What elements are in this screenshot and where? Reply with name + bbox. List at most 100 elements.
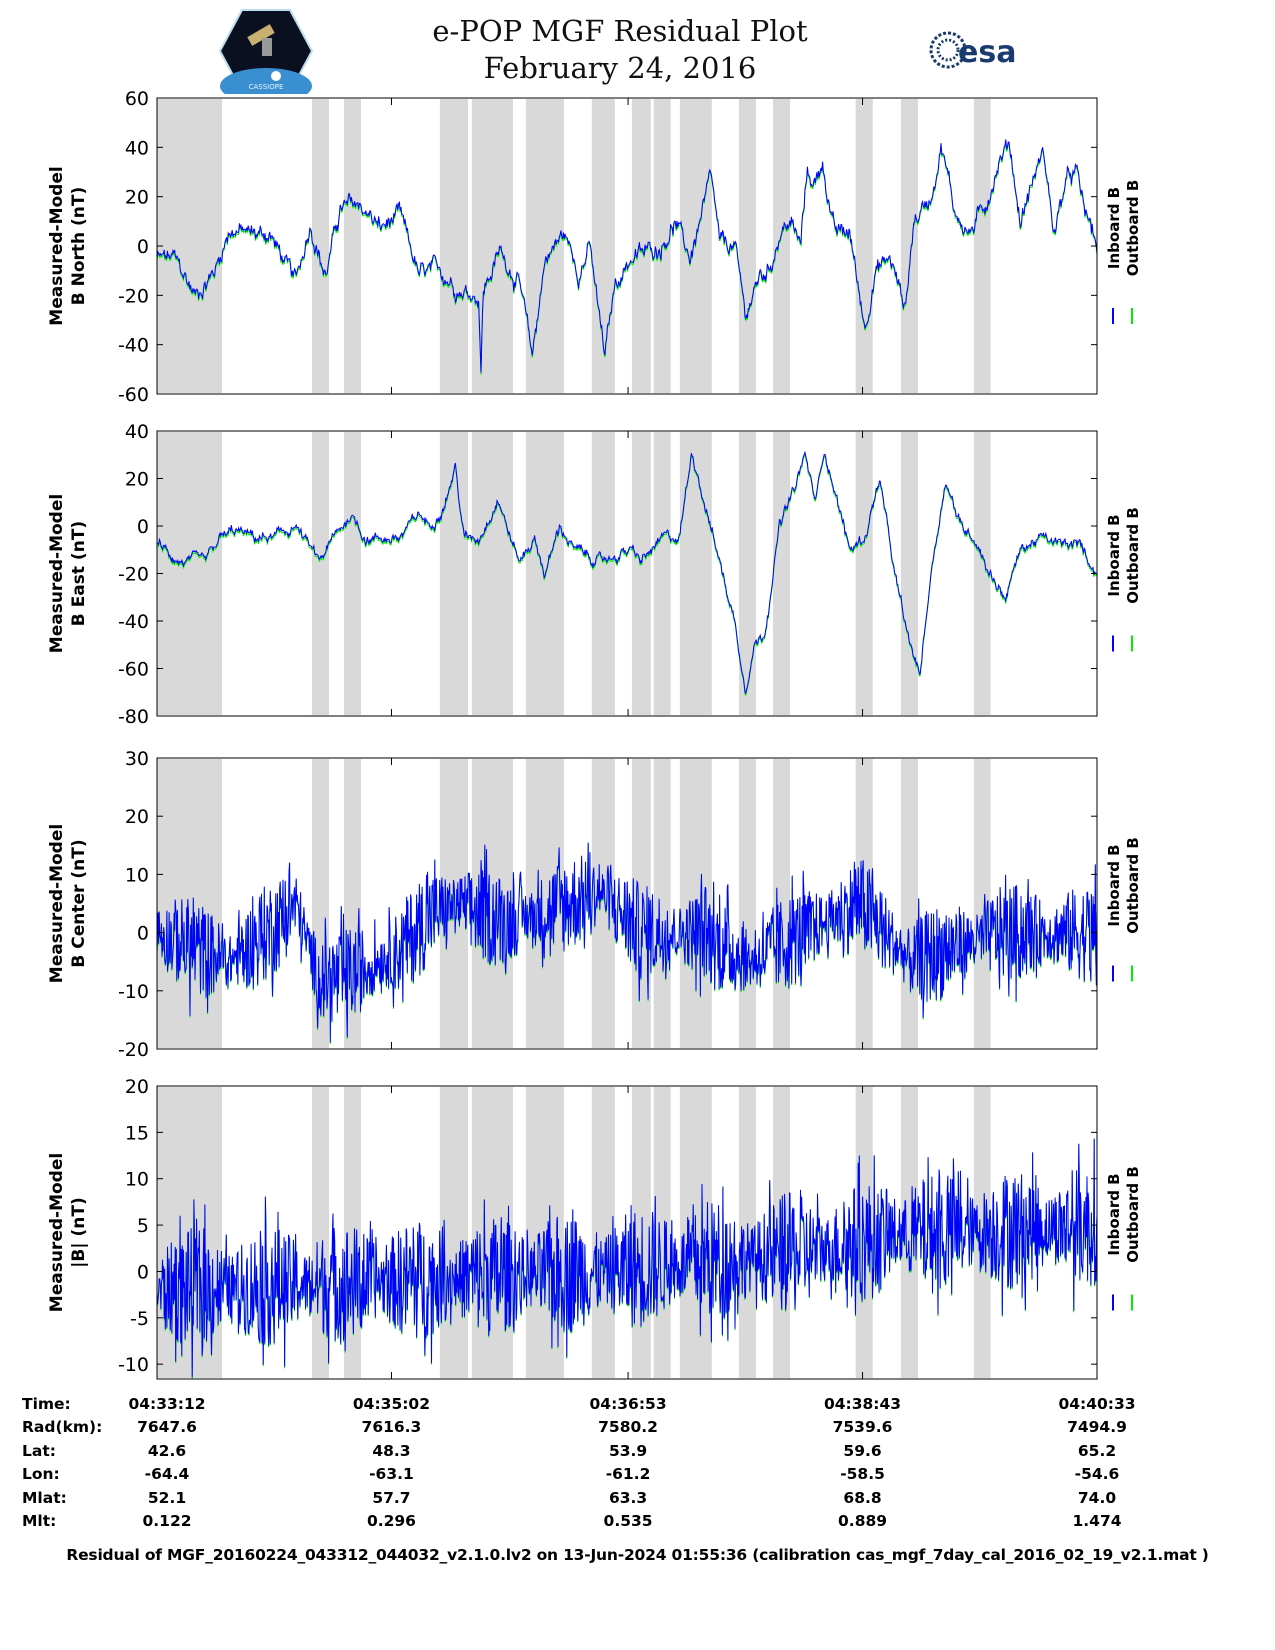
y-tick-label: 0 [137,516,149,538]
y-tick-label: -5 [130,1308,149,1330]
table-cell: 7580.2 [598,1418,658,1436]
shaded-interval [157,432,223,715]
plot-frame [156,757,1098,1050]
shaded-interval [471,1087,513,1378]
shaded-interval [591,1087,615,1378]
shaded-interval [973,432,991,715]
shaded-interval [631,432,651,715]
table-cell: -63.1 [369,1465,414,1483]
shaded-interval [973,99,991,393]
shaded-interval [973,759,991,1048]
shaded-interval [471,432,513,715]
shaded-interval [439,99,468,393]
y-tick-label: -40 [118,611,149,633]
table-cell: 65.2 [1077,1442,1117,1460]
shaded-interval [773,432,791,715]
shaded-interval [343,1087,361,1378]
legend-label: Inboard B [1105,1173,1123,1255]
shaded-interval [773,759,791,1048]
series-outboard-b-line [156,141,1098,375]
y-tick-label: -80 [118,706,149,728]
esa-logo-text: esa [958,35,1016,70]
y-tick-label: -20 [118,285,149,307]
table-cell: 7539.6 [832,1418,893,1436]
table-cell: -58.5 [840,1465,885,1483]
series-inboard-b-line [156,139,1098,373]
legend-label: Inboard B [1105,514,1123,596]
table-row-label: Mlt: [22,1512,57,1530]
table-cell: 04:36:53 [589,1395,667,1413]
plot-frame [156,430,1098,717]
shaded-interval [525,432,564,715]
shaded-interval [311,432,330,715]
panel-3: 30 20 10 0 -10 -20 Measured-Model B Center (nT)… [47,748,1142,1061]
y-tick-label: 30 [125,748,149,770]
y-tick-label: 10 [125,864,149,886]
y-axis-label: B East (nT) [69,521,89,626]
y-tick-label: 20 [125,1076,149,1098]
table-cell: 04:38:43 [823,1395,902,1413]
shaded-interval [525,99,564,393]
y-axis-label: Measured-Model [47,1153,67,1312]
table-cell: 63.3 [608,1489,648,1507]
shaded-interval [591,432,615,715]
legend-label: Outboard B [1124,507,1142,604]
y-tick-label: -40 [118,335,149,357]
shaded-interval [343,432,361,715]
table-cell: 7616.3 [361,1418,422,1436]
epop-cassiope-logo: CASSIOPE [218,8,314,104]
series-outboard-b-line [156,452,1098,697]
series-outboard-b-line [156,1139,1098,1379]
shaded-interval [653,432,671,715]
shaded-interval [631,759,651,1048]
table-row-label: Lat: [22,1442,56,1460]
y-axis-label: B North (nT) [69,187,89,306]
shaded-interval [738,432,756,715]
y-axis-label: Measured-Model [47,494,67,653]
esa-logo: esa [928,30,1038,76]
footer-caption: Residual of MGF_20160224_043312_044032_v… [66,1546,1209,1564]
y-tick-label: 60 [125,88,149,110]
table-row-label: Rad(km): [22,1418,103,1436]
shaded-interval [900,99,918,393]
y-tick-label: 15 [125,1122,149,1144]
table-cell: 0.889 [838,1512,888,1530]
series-inboard-b-line [156,842,1098,1043]
y-tick-label: 20 [125,187,149,209]
y-axis-label: B Center (nT) [69,839,89,967]
panel-1: 60 40 20 0 -20 -40 -60 Measured-Model B North (n… [47,88,1142,406]
plot-frame [156,1085,1098,1380]
table-row-label: Time: [22,1395,71,1413]
panel-2: 40 20 0 -20 -40 -60 -80 Measured-Model B East (n… [47,421,1142,728]
shaded-interval [900,432,918,715]
y-tick-label: 40 [125,421,149,443]
y-axis-label: |B| (nT) [69,1197,89,1268]
shaded-interval [653,759,671,1048]
table-cell: 74.0 [1077,1489,1117,1507]
table-row-label: Mlat: [22,1489,67,1507]
table-cell: 7494.9 [1067,1418,1127,1436]
shaded-interval [855,432,873,715]
shaded-interval [679,432,712,715]
table-cell: 53.9 [608,1442,648,1460]
y-axis-label: Measured-Model [47,824,67,983]
y-tick-label: 20 [125,469,149,491]
table-cell: 04:33:12 [128,1395,206,1413]
legend-label: Outboard B [1124,1166,1142,1263]
shaded-interval [631,99,651,393]
table-cell: 52.1 [147,1489,187,1507]
shaded-interval [855,99,873,393]
y-tick-label: -60 [118,659,149,681]
y-tick-label: -20 [118,564,149,586]
table-row-label: Lon: [22,1465,60,1483]
y-tick-label: -20 [118,1039,149,1061]
shaded-interval [738,99,756,393]
plot-frame [156,97,1098,395]
legend-label: Inboard B [1105,187,1123,269]
table-cell: 0.122 [142,1512,192,1530]
shaded-interval [738,759,756,1048]
table-cell: 48.3 [372,1442,411,1460]
chart-title: e-POP MGF Residual Plot [432,14,808,48]
table-cell: -54.6 [1074,1465,1120,1483]
